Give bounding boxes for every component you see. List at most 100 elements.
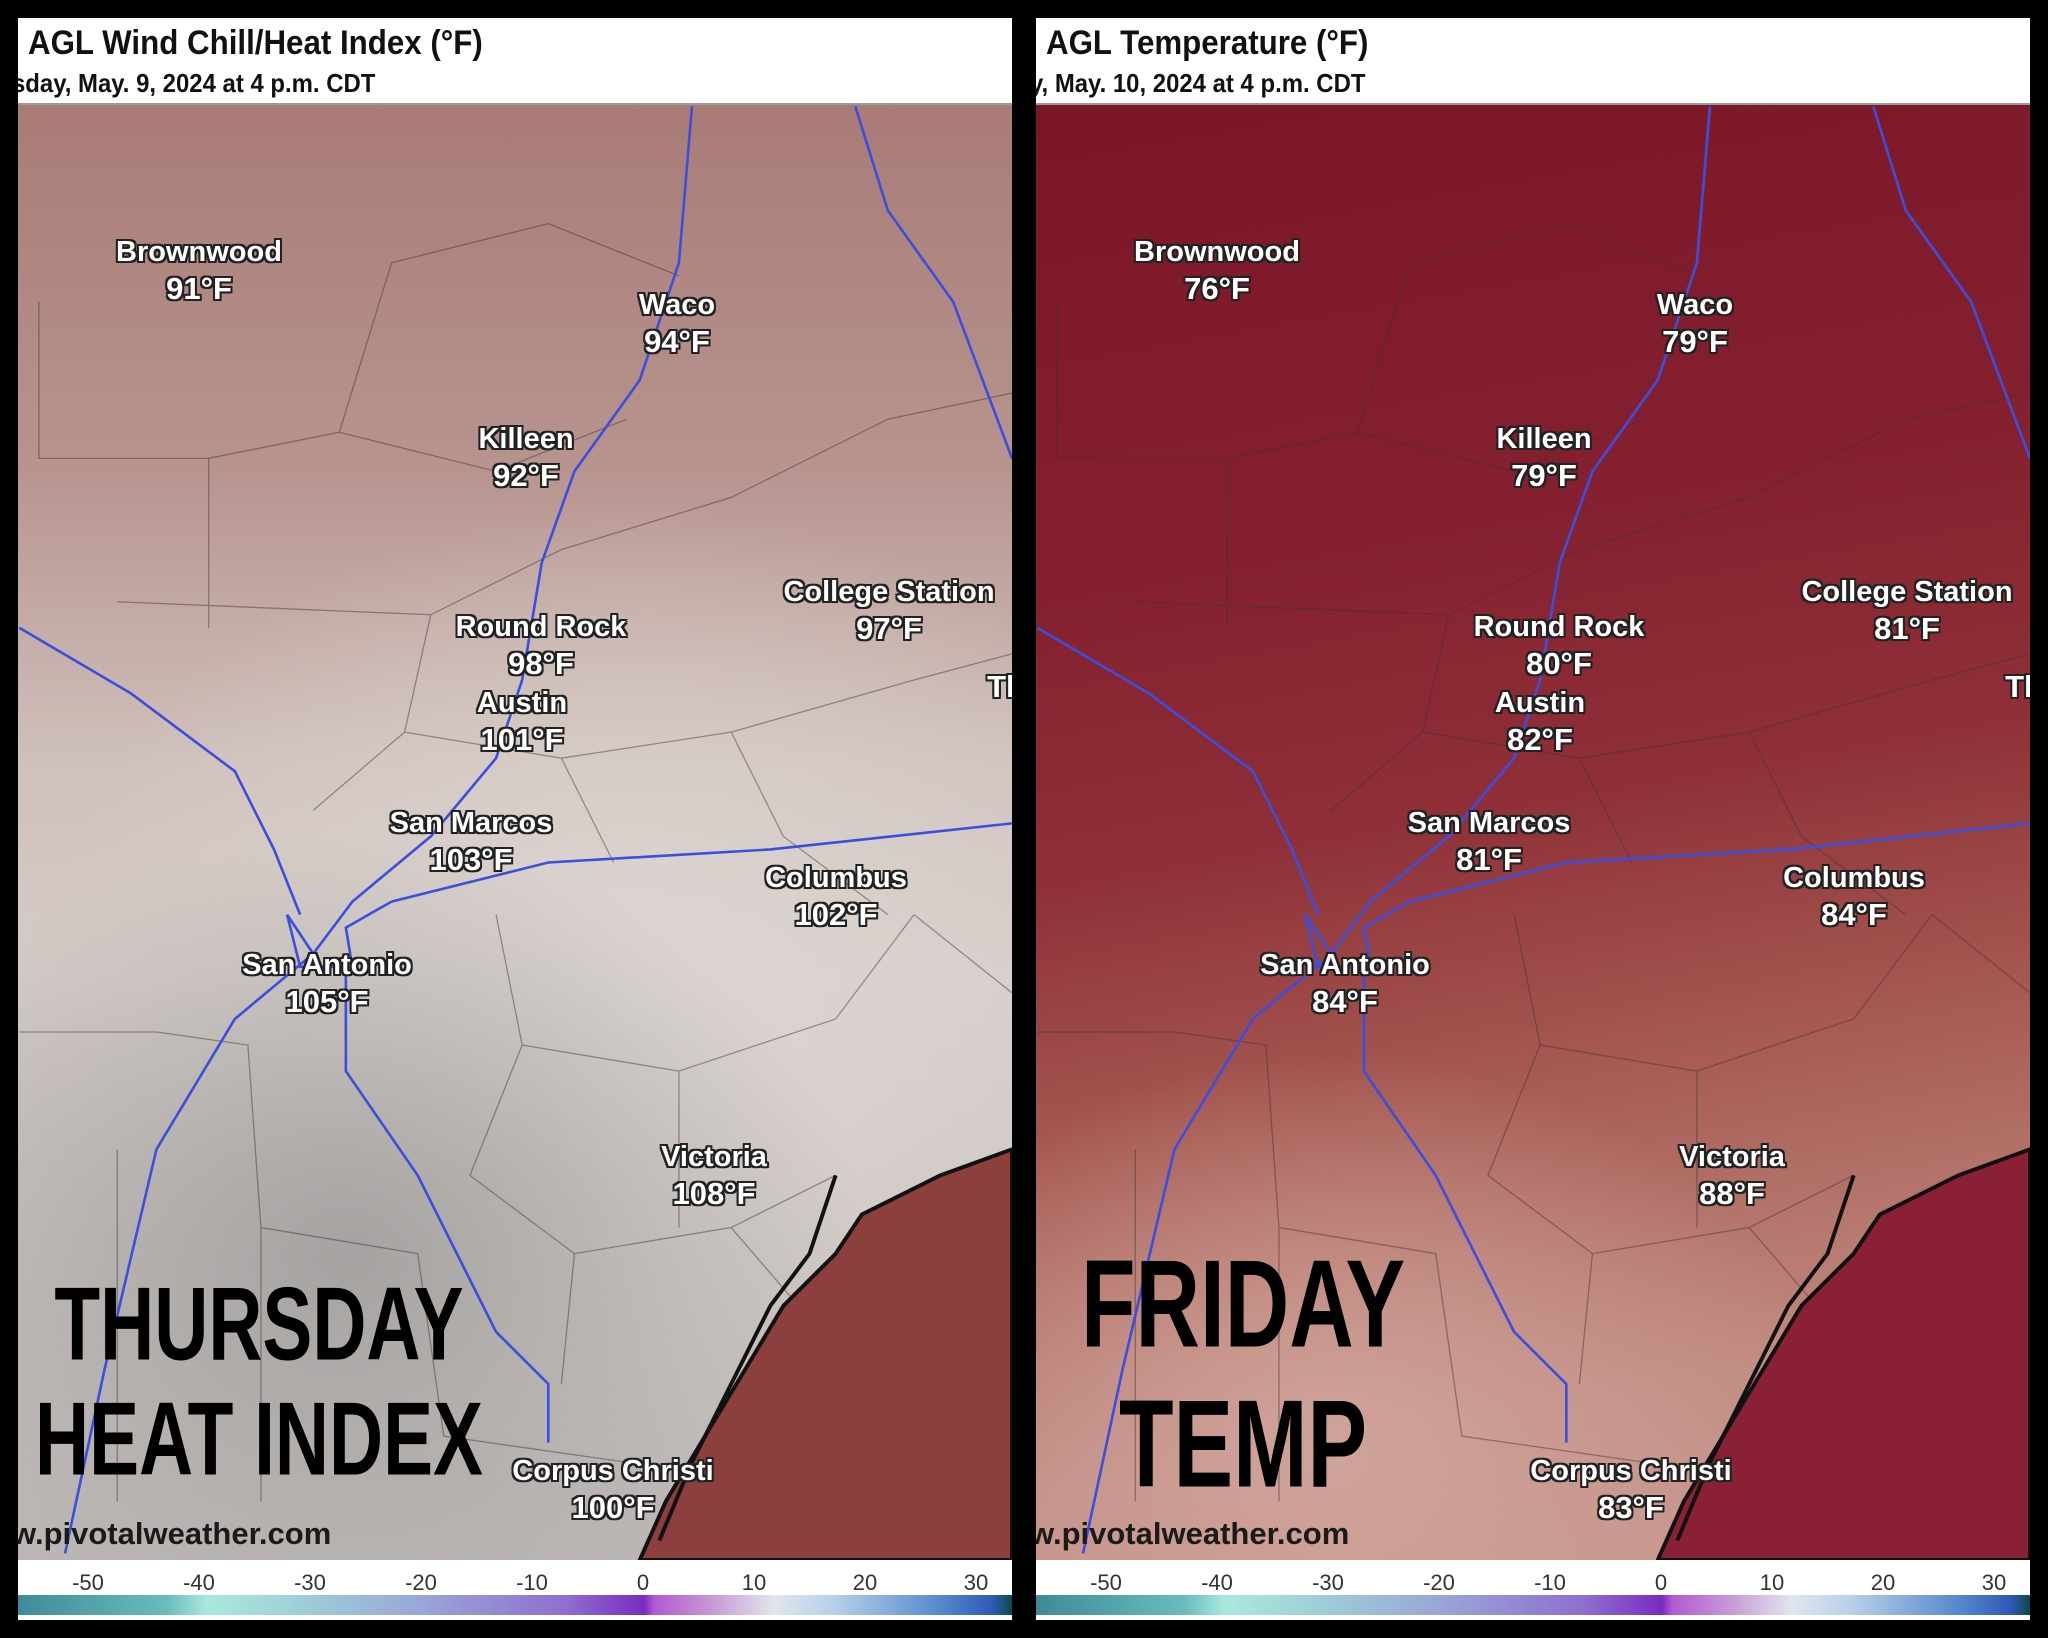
city-value: 97°F <box>856 611 922 646</box>
map-layers <box>18 105 1012 1560</box>
map-panel-0: AGL Wind Chill/Heat Index (°F) sday, May… <box>18 18 1012 1620</box>
city-name: Corpus Christi <box>512 1455 714 1487</box>
coastline <box>657 1174 838 1542</box>
colorbar-tick: 0 <box>636 1570 650 1595</box>
city-name: San Marcos <box>1407 807 1571 839</box>
watermark: w.pivotalweather.com <box>1036 1516 1350 1551</box>
colorbar: -50 -40 -30 -20 -10 0 10 20 30 <box>1036 1562 2030 1620</box>
highway <box>1303 900 1411 969</box>
colorbar-tick: -40 <box>183 1570 215 1595</box>
city-name: San Antonio <box>242 949 412 981</box>
city-label: Victoria 108°F <box>661 1139 767 1213</box>
city-value: 105°F <box>285 984 369 1019</box>
colorbar-tick: -50 <box>1090 1570 1122 1595</box>
highway <box>1362 966 1568 1443</box>
highway <box>391 822 1012 903</box>
city-value: 108°F <box>672 1176 756 1211</box>
highway <box>63 952 315 1554</box>
edge-city-label: Th <box>987 668 1012 706</box>
city-value: 91°F <box>166 271 232 306</box>
county-borders <box>1037 222 2030 1502</box>
overlay-line-2: HEAT INDEX <box>35 1381 483 1498</box>
overlay-line-2: TEMP <box>1118 1375 1368 1514</box>
panel-header: AGL Temperature (°F) y, May. 10, 2024 at… <box>1036 18 2030 105</box>
city-value: 79°F <box>1662 324 1728 359</box>
city-value: 100°F <box>571 1490 655 1525</box>
county-borders <box>19 222 1012 1502</box>
city-label: San Marcos 81°F <box>1408 805 1571 879</box>
colorbar-tick: -30 <box>1312 1570 1344 1595</box>
city-name: San Antonio <box>1260 949 1430 981</box>
city-value: 84°F <box>1821 897 1887 932</box>
highway <box>1872 105 2030 459</box>
colorbar-tick: 20 <box>852 1570 878 1595</box>
city-name: Brownwood <box>1134 236 1300 268</box>
city-name: Brownwood <box>116 236 282 268</box>
colorbar-tick: 30 <box>1981 1570 2007 1595</box>
city-value: 81°F <box>1874 611 1940 646</box>
city-value: 88°F <box>1699 1176 1765 1211</box>
city-label: Brownwood 91°F <box>116 234 282 308</box>
city-value: 92°F <box>493 458 559 493</box>
city-name: Columbus <box>1783 862 1925 894</box>
map-valid-time: sday, May. 9, 2024 at 4 p.m. CDT <box>18 68 376 98</box>
city-label: Austin 101°F <box>477 685 567 759</box>
weather-map: Brownwood 91°F Waco 94°F Killeen 92°F Co… <box>18 105 1012 1560</box>
gulf-of-mexico <box>637 1147 1012 1560</box>
city-value: 81°F <box>1456 842 1522 877</box>
colorbar-tick: -20 <box>405 1570 437 1595</box>
city-value: 82°F <box>1507 722 1573 757</box>
city-label: Round Rock 98°F <box>456 609 627 683</box>
colorbar-tick: -50 <box>72 1570 104 1595</box>
overlay-line-1: FRIDAY <box>1080 1235 1406 1374</box>
map-layers <box>1036 105 2030 1560</box>
city-value: 98°F <box>508 646 574 681</box>
watermark: w.pivotalweather.com <box>18 1516 332 1551</box>
edge-city-label: Th <box>2005 668 2030 706</box>
city-label: Corpus Christi 100°F <box>512 1453 713 1527</box>
city-label: Austin 82°F <box>1495 685 1585 759</box>
highway <box>854 105 1012 459</box>
map-title: AGL Wind Chill/Heat Index (°F) <box>28 24 483 62</box>
city-name: Victoria <box>1679 1141 1785 1173</box>
colorbar-tick: -40 <box>1201 1570 1233 1595</box>
city-label: Killeen 79°F <box>1496 421 1591 495</box>
gulf-of-mexico <box>1655 1147 2030 1560</box>
colorbar-tick: 10 <box>741 1570 767 1595</box>
coastline <box>1675 1174 1856 1542</box>
city-value: 80°F <box>1526 646 1592 681</box>
city-label: San Antonio 84°F <box>1260 947 1430 1021</box>
city-value: 84°F <box>1312 984 1378 1019</box>
highway <box>1409 822 2030 903</box>
city-label: Brownwood 76°F <box>1134 234 1300 308</box>
colorbar-gradient <box>18 1595 1012 1615</box>
highway <box>1036 626 1320 916</box>
city-label: Round Rock 80°F <box>1474 609 1645 683</box>
city-value: 83°F <box>1598 1490 1664 1525</box>
map-valid-time: y, May. 10, 2024 at 4 p.m. CDT <box>1036 68 1366 98</box>
edge-city-name: Th <box>2005 669 2030 704</box>
city-value: 79°F <box>1511 458 1577 493</box>
colorbar-tick: -30 <box>294 1570 326 1595</box>
city-label: San Antonio 105°F <box>242 947 412 1021</box>
city-label: Victoria 88°F <box>1679 1139 1785 1213</box>
weather-map: Brownwood 76°F Waco 79°F Killeen 79°F Co… <box>1036 105 2030 1560</box>
city-value: 102°F <box>794 897 878 932</box>
city-name: College Station <box>783 576 995 608</box>
colorbar: -50 -40 -30 -20 -10 0 10 20 30 <box>18 1562 1012 1620</box>
city-label: San Marcos 103°F <box>390 805 553 879</box>
edge-city-name: Th <box>987 669 1012 704</box>
city-name: Corpus Christi <box>1530 1455 1732 1487</box>
city-name: Austin <box>476 687 568 719</box>
city-label: Columbus 84°F <box>1783 860 1925 934</box>
city-value: 101°F <box>480 722 564 757</box>
city-name: Killeen <box>1496 423 1592 455</box>
city-name: San Marcos <box>389 807 553 839</box>
city-label: Killeen 92°F <box>478 421 573 495</box>
highway <box>285 900 393 969</box>
city-label: College Station 97°F <box>783 574 994 648</box>
panel-header: AGL Wind Chill/Heat Index (°F) sday, May… <box>18 18 1012 105</box>
city-name: Waco <box>638 289 716 321</box>
colorbar-tick: 30 <box>963 1570 989 1595</box>
city-name: Killeen <box>478 423 574 455</box>
